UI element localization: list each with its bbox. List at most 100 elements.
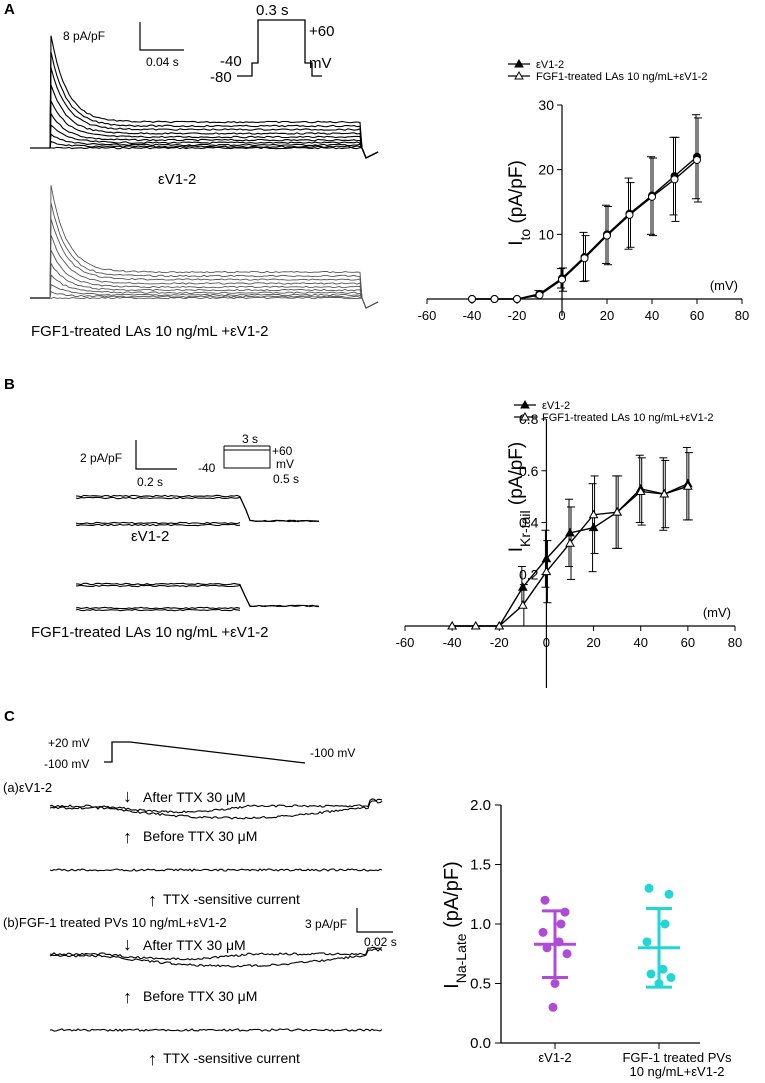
current-trace [49, 800, 383, 820]
current-trace [75, 521, 241, 525]
x-tick-label: 40 [645, 308, 659, 323]
scale-amp-c: 3 pA/pF [305, 917, 347, 931]
panel-a-traces [30, 35, 379, 309]
data-point [670, 175, 679, 184]
after-ttx-label-b: After TTX 30 μM [143, 937, 246, 953]
y-tick-label: 0.6 [519, 463, 539, 479]
data-point [470, 620, 481, 630]
y-tick-label: 2.0 [470, 797, 491, 814]
y-tick-label: 10 [538, 226, 554, 242]
current-trace [75, 496, 320, 523]
chart-ikr: -60-40-200204060800.20.40.60.8(mV)IKr-ta… [396, 399, 742, 688]
data-point [648, 192, 656, 201]
arrow-up-icon: ↑ [123, 827, 132, 847]
trace-label-a2: FGF1-treated LAs 10 ng/mL +εV1-2 [31, 323, 269, 340]
protocol-c-v0: -100 mV [44, 757, 89, 771]
y-axis-label: IKr-tail (pA/pF) [506, 442, 533, 552]
legend-label: εV1-2 [536, 59, 564, 71]
x-tick-label: 20 [600, 308, 614, 323]
x-tick-label: εV1-2 [538, 1050, 571, 1065]
panel-b-traces [75, 494, 320, 612]
before-ttx-label-b: Before TTX 30 μM [143, 988, 257, 1004]
current-trace [49, 283, 379, 309]
x-tick-label: 40 [633, 635, 647, 650]
data-point [558, 275, 566, 284]
data-point [682, 481, 693, 490]
data-point [548, 1002, 558, 1012]
row-b-annotations: ↓ After TTX 30 μM ↑ Before TTX 30 μM ↑ T… [123, 934, 300, 1069]
current-trace [49, 185, 379, 309]
data-point [541, 566, 552, 576]
data-point [664, 889, 674, 899]
current-trace [49, 67, 379, 159]
x-tick-label: -60 [396, 635, 415, 650]
x-tick-label: -40 [443, 635, 462, 650]
scale-amp-b: 2 pA/pF [80, 451, 122, 465]
legend-label: FGF1-treated LAs 10 ng/mL+εV1-2 [536, 71, 708, 83]
scale-bar-b: 2 pA/pF 0.2 s [80, 440, 177, 489]
sensitive-label-a: TTX -sensitive current [163, 891, 300, 907]
data-point [646, 969, 656, 979]
x-axis-label: (mV) [710, 278, 738, 293]
data-point [660, 919, 670, 929]
current-trace [50, 146, 379, 159]
arrow-down-icon: ↓ [123, 786, 132, 806]
after-ttx-label-a: After TTX 30 μM [143, 789, 246, 805]
data-point [659, 489, 670, 498]
panel-label-a: A [4, 1, 15, 18]
y-tick-label: 1.0 [470, 916, 491, 933]
data-point [468, 295, 476, 303]
protocol-b-top: +60 [272, 444, 293, 458]
data-point [550, 979, 560, 988]
data-point [562, 949, 572, 959]
data-point [540, 895, 550, 905]
current-trace [75, 584, 320, 608]
before-ttx-label-a: Before TTX 30 μM [143, 828, 257, 844]
arrow-up-icon: ↑ [123, 987, 132, 1007]
current-trace [49, 202, 379, 309]
chart-inalate: 0.0 0.5 1.0 1.5 2.0 INa-Late (pA/pF) εV1-2 FGF-… [441, 797, 732, 1079]
x-tick-label: FGF-1 treated PVs [622, 1050, 732, 1065]
scale-amp-a: 8 pA/pF [63, 29, 105, 43]
x-tick-label: -20 [508, 308, 527, 323]
current-trace [49, 133, 379, 159]
y-tick-label: 30 [538, 97, 554, 113]
data-point [580, 254, 589, 263]
data-point [535, 291, 544, 300]
legend-label: FGF1-treated LAs 10 ng/mL+εV1-2 [542, 412, 714, 424]
current-trace [49, 140, 379, 159]
trace-label-b1: εV1-2 [131, 528, 169, 545]
data-point [565, 538, 575, 547]
x-tick-label: -20 [490, 635, 509, 650]
data-point [513, 295, 521, 303]
current-trace [75, 523, 241, 527]
current-trace [49, 946, 383, 961]
data-point [517, 582, 528, 591]
current-trace [49, 798, 383, 814]
protocol-a-hold: -40 [220, 53, 242, 70]
y-tick-label: 0.2 [519, 566, 539, 582]
scale-time-c: 0.02 s [364, 935, 397, 949]
legend-marker [520, 399, 530, 409]
current-trace [49, 249, 379, 309]
data-point [603, 231, 611, 240]
data-point [612, 507, 623, 516]
data-point [538, 927, 548, 937]
x-axis-label: (mV) [703, 605, 731, 620]
data-point [494, 620, 505, 630]
protocol-b: 3 s +60 mV -40 0.5 s [198, 432, 299, 486]
trace-label-b2: FGF1-treated LAs 10 ng/mL +εV1-2 [31, 624, 269, 641]
protocol-c-v1: +20 mV [48, 736, 90, 750]
protocol-b-tail: 0.5 s [273, 472, 299, 486]
legend-marker [520, 411, 530, 421]
protocol-b-hold: -40 [198, 461, 216, 475]
x-tick-label: -40 [463, 308, 482, 323]
current-trace [49, 123, 379, 159]
trace-label-a1: εV1-2 [158, 171, 196, 188]
chart-ito: -60-40-20020406080102030(mV)Ito (pA/pF)ε… [418, 58, 749, 323]
protocol-b-unit: mV [276, 457, 294, 471]
current-trace [49, 261, 379, 309]
data-point [588, 509, 599, 519]
current-trace [49, 111, 379, 159]
